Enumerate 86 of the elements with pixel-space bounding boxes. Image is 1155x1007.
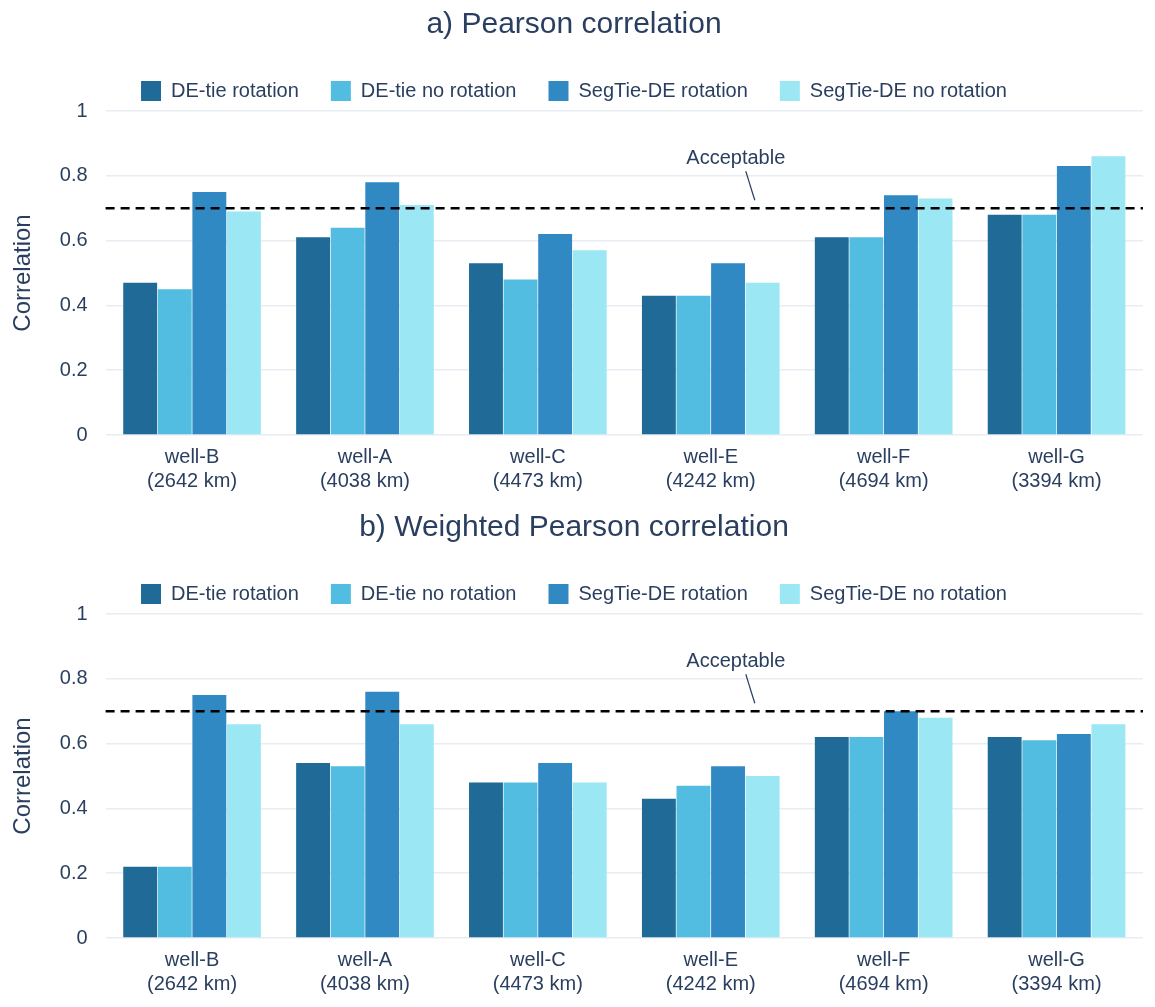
x-tick-label: well-B (2642 km) [147,444,238,491]
x-tick-label: well-B (2642 km) [147,947,238,994]
bar [469,782,503,938]
bar [365,691,400,938]
bar [1022,214,1057,435]
bar [1056,733,1091,938]
bar [503,782,538,938]
bar [1022,740,1057,938]
bar [538,763,573,938]
bar [330,766,365,938]
bar [676,785,711,938]
bar [641,798,676,938]
legend-label: SegTie-DE no rotation [809,581,1007,604]
x-tick-label: well-E (4242 km) [665,947,756,994]
y-tick-label: 0.8 [59,666,88,689]
bar [814,737,849,938]
legend-label: SegTie-DE rotation [578,78,748,101]
bar [157,866,192,938]
bar [226,724,261,938]
bar [918,198,953,435]
bar [123,282,158,435]
x-tick-label: well-F (4694 km) [838,947,929,994]
bar [884,711,918,938]
bar [365,182,400,435]
ref-line-label: Acceptable [686,145,786,168]
bar [884,195,918,435]
bar [676,295,711,435]
bar [711,263,745,435]
y-tick-label: 0.6 [59,731,88,754]
y-tick-label: 0.4 [59,292,88,315]
bar [399,204,434,435]
bar [226,211,261,435]
y-tick-label: 0.4 [59,795,88,818]
bar [503,279,538,435]
legend-label: SegTie-DE no rotation [809,78,1007,101]
y-tick-label: 0.8 [59,163,88,186]
y-tick-label: 0 [76,422,88,445]
x-tick-label: well-A (4038 km) [319,444,410,491]
bar [745,776,780,938]
y-axis-title: Correlation [8,214,36,332]
bar [987,214,1022,435]
bar [123,866,158,938]
bar [641,295,676,435]
bar [711,766,745,938]
y-axis-title: Correlation [8,717,36,835]
y-tick-label: 0 [76,925,88,948]
bar [157,289,192,435]
x-tick-label: well-E (4242 km) [665,444,756,491]
ref-line-label: Acceptable [686,648,786,671]
bar [192,192,227,435]
y-tick-label: 0.6 [59,228,88,251]
bar [572,250,607,435]
bar [987,737,1022,938]
legend-label: DE-tie rotation [171,581,299,604]
x-tick-label: well-G (3394 km) [1011,947,1102,994]
bar [1091,156,1126,435]
x-tick-label: well-C (4473 km) [492,444,583,491]
bar [849,237,884,435]
bar [538,234,573,435]
bar [1091,724,1126,938]
x-tick-label: well-C (4473 km) [492,947,583,994]
x-tick-label: well-G (3394 km) [1011,444,1102,491]
legend-label: DE-tie rotation [171,78,299,101]
chart-title: b) Weighted Pearson correlation [359,509,789,543]
bar [330,227,365,435]
legend-label: SegTie-DE rotation [578,581,748,604]
bar [918,717,953,938]
y-tick-label: 0.2 [59,357,88,380]
x-tick-label: well-A (4038 km) [319,947,410,994]
x-tick-label: well-F (4694 km) [838,444,929,491]
bar [1056,166,1091,435]
bar [814,237,849,435]
y-tick-label: 0.2 [59,860,88,883]
bar [469,263,503,435]
chart-title: a) Pearson correlation [426,6,722,40]
bar [745,282,780,435]
y-tick-label: 1 [76,601,88,624]
bar [399,724,434,938]
legend-label: DE-tie no rotation [360,78,517,101]
y-tick-label: 1 [76,98,88,121]
legend-label: DE-tie no rotation [360,581,517,604]
bar [192,695,227,938]
bar [296,763,331,938]
bar [296,237,331,435]
bar [849,737,884,938]
bar [572,782,607,938]
